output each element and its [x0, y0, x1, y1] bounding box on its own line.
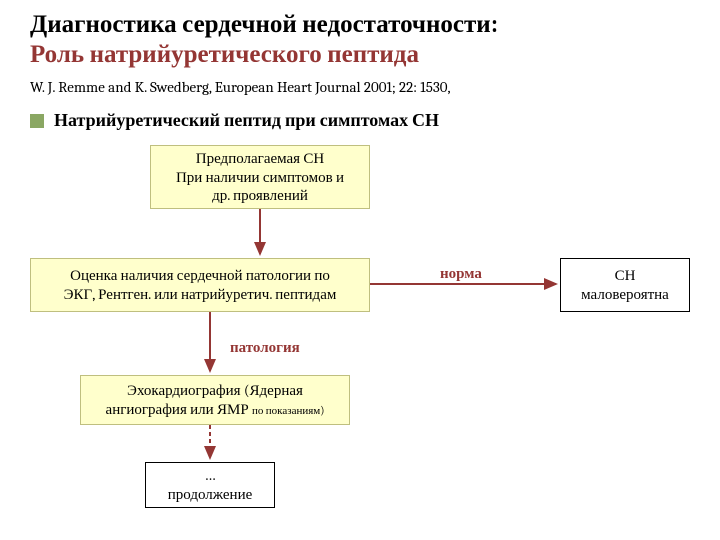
label-normal: норма — [440, 264, 482, 283]
box-evaluation: Оценка наличия сердечной патологии по ЭК… — [30, 258, 370, 312]
box-line: Предполагаемая СН — [196, 149, 324, 168]
citation: W. J. Remme and K. Swedberg, European He… — [30, 78, 451, 96]
title-line1: Диагностика сердечной недостаточности: — [30, 10, 498, 39]
box-line: продолжение — [168, 485, 253, 504]
label-pathology: патология — [230, 338, 300, 357]
box-suspected-hf: Предполагаемая СН При наличии симптомов … — [150, 145, 370, 209]
section-heading: Натрийуретический пептид при симптомах С… — [54, 110, 439, 131]
box-line: ЭКГ, Рентген. или натрийуретич. пептидам — [64, 285, 337, 304]
box-line: др. проявлений — [212, 186, 308, 205]
box-line: При наличии симптомов и — [176, 168, 344, 187]
box-line: маловероятна — [581, 285, 669, 304]
box-line: Оценка наличия сердечной патологии по — [70, 266, 330, 285]
box-unlikely: СН маловероятна — [560, 258, 690, 312]
box-line: … — [204, 466, 215, 485]
box-continue: … продолжение — [145, 462, 275, 508]
bullet-icon — [30, 114, 44, 128]
box-echo: Эхокардиография (Ядерная ангиография или… — [80, 375, 350, 425]
box-line: СН — [615, 266, 636, 285]
box-line: Эхокардиография (Ядерная — [127, 381, 303, 400]
title-line2: Роль натрийуретического пептида — [30, 40, 419, 69]
box-line: ангиография или ЯМР по показаниям) — [106, 400, 325, 419]
